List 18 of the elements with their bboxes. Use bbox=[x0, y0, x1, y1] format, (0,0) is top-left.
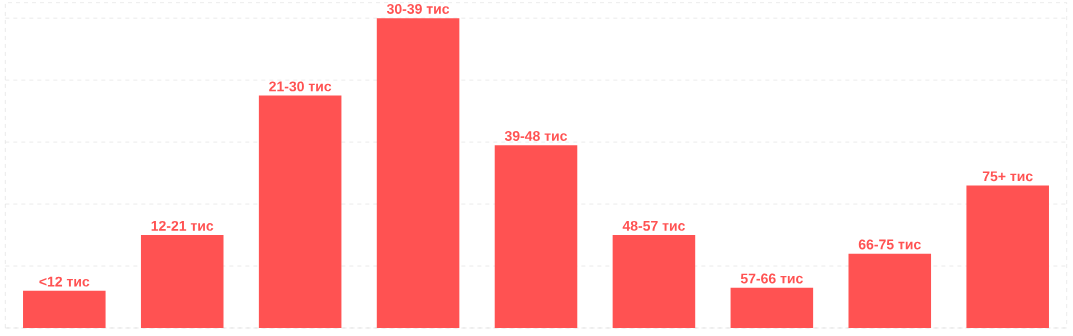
bar bbox=[612, 235, 696, 328]
bar bbox=[494, 145, 578, 328]
x-tick-label: 39-48 тис bbox=[504, 131, 568, 141]
x-tick-label: 21-30 тис bbox=[269, 81, 332, 92]
bar bbox=[140, 235, 224, 328]
bar bbox=[730, 287, 814, 328]
bar bbox=[376, 18, 460, 328]
x-tick-label: 48-57 тис bbox=[622, 220, 685, 231]
bar bbox=[258, 95, 342, 328]
bar bbox=[848, 253, 932, 328]
x-tick-label: 57-66 тис bbox=[740, 273, 803, 284]
x-tick-label: 12-21 тис bbox=[151, 220, 214, 231]
x-tick-label: <12 тис bbox=[39, 276, 90, 287]
x-tick-label: 66-75 тис bbox=[858, 239, 921, 250]
x-tick-label: 75+ тис bbox=[982, 171, 1033, 182]
bar bbox=[23, 290, 106, 328]
x-tick-label: 30-39 тис bbox=[386, 3, 450, 14]
bar bbox=[966, 185, 1049, 328]
